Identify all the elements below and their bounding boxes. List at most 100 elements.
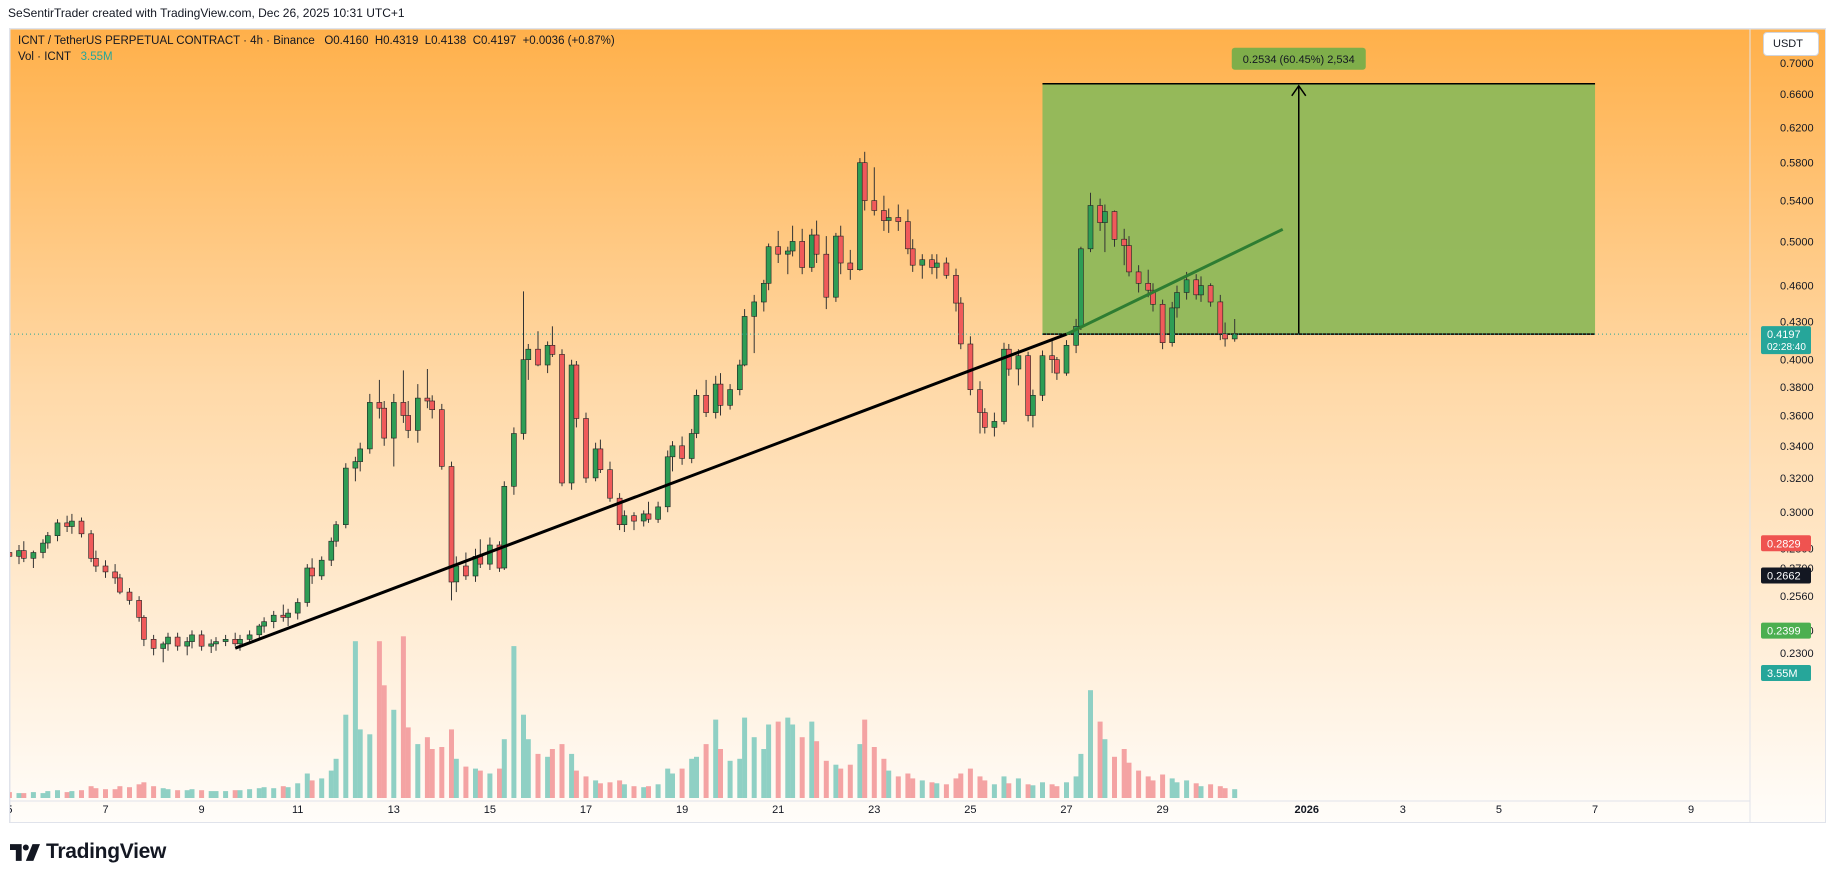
price-tick-label: 0.2560: [1780, 591, 1814, 603]
candle-body: [549, 344, 556, 355]
candle-body: [117, 577, 123, 593]
time-tick-label: 19: [676, 804, 688, 816]
candle-body: [977, 389, 983, 413]
candle-body: [597, 448, 604, 470]
price-tick-label: 0.3200: [1780, 473, 1814, 485]
price-tag-label: 3.55M: [1767, 668, 1798, 680]
candle-body: [453, 565, 460, 583]
volume-bar: [713, 719, 719, 798]
chart-panel[interactable]: 0.2534 (60.45%) 2,534 0.7000 0.6600 0.6200…: [9, 28, 1826, 823]
candle-body: [799, 241, 806, 268]
candle-body: [655, 506, 661, 520]
volume-bar: [367, 734, 373, 798]
candle-body: [1111, 211, 1118, 240]
volume-bar: [1184, 780, 1190, 798]
candle-body: [366, 402, 373, 450]
volume-bar: [415, 744, 421, 798]
candle-body: [640, 513, 647, 522]
volume-bar: [910, 778, 916, 798]
volume-bar: [862, 719, 868, 798]
symbol-title[interactable]: ICNT / TetherUS PERPETUAL CONTRACT · 4h …: [18, 35, 315, 47]
volume-bar: [1078, 753, 1084, 798]
volume-bar: [256, 788, 262, 798]
price-tag-box: [1761, 622, 1811, 639]
volume-bar: [953, 778, 959, 798]
volume-bar: [1160, 774, 1166, 798]
candle-body: [929, 259, 935, 268]
volume-bar: [1025, 784, 1031, 798]
candle-body: [501, 485, 508, 569]
volume-bar: [223, 791, 229, 798]
candle-body: [376, 402, 383, 409]
price-axis[interactable]: 0.7000 0.6600 0.6200 0.5800 0.5400 0.5000 0.46…: [1780, 58, 1814, 660]
candle-body: [232, 638, 238, 645]
volume-bar: [352, 641, 358, 798]
volume-bar: [175, 790, 181, 798]
price-tag-label: 0.2829: [1767, 538, 1801, 550]
volume-bar: [328, 770, 334, 798]
price-tick-label: 0.5800: [1780, 158, 1814, 170]
volume-bar: [670, 773, 675, 798]
volume-legend[interactable]: Vol · ICNT 3.55M: [18, 51, 113, 63]
volume-bar: [790, 724, 796, 798]
candle-body: [688, 433, 695, 459]
candle-body: [717, 383, 724, 406]
candle-body: [150, 638, 157, 649]
volume-bar: [1145, 776, 1151, 798]
candle-body: [1193, 279, 1199, 296]
price-tick-label: 0.4600: [1780, 281, 1814, 293]
volume-bar: [646, 786, 651, 798]
tradingview-logo[interactable]: TradingView: [10, 840, 166, 864]
volume-bar: [1174, 782, 1180, 798]
candle-body: [693, 394, 700, 434]
candle-body: [784, 250, 791, 255]
volume-bar: [535, 753, 541, 798]
candle-body: [280, 614, 287, 618]
candle-body: [1063, 344, 1070, 374]
volume-bar: [232, 790, 238, 798]
time-tick-label: 13: [388, 804, 400, 816]
volume-bar: [477, 770, 483, 798]
time-tick-label: 7: [1592, 804, 1598, 816]
price-chart[interactable]: 0.2534 (60.45%) 2,534 0.7000 0.6600 0.6200…: [10, 29, 1826, 823]
candles: [10, 151, 1238, 663]
candle-body: [54, 522, 61, 536]
candle-body: [78, 520, 85, 535]
candle-body: [765, 246, 772, 284]
volume-bar: [88, 786, 94, 798]
currency-button[interactable]: USDT: [1763, 32, 1819, 56]
time-tick-label: 23: [868, 804, 880, 816]
candle-body: [1159, 303, 1166, 343]
symbol-legend[interactable]: ICNT / TetherUS PERPETUAL CONTRACT · 4h …: [18, 35, 615, 47]
volume-bar: [569, 753, 575, 798]
volume-bar: [295, 783, 301, 798]
volume-bar: [1006, 783, 1012, 798]
volume-bar: [30, 792, 36, 798]
ohlc-open: O0.4160: [324, 35, 369, 47]
price-tag-label: 0.2662: [1767, 571, 1801, 583]
volume-bar: [1121, 749, 1127, 798]
candle-body: [1174, 292, 1180, 309]
time-tick-label: 9: [1688, 804, 1694, 816]
candle-body: [775, 246, 782, 255]
candle-body: [1078, 248, 1084, 327]
volume-bar: [766, 724, 772, 798]
candle-body: [88, 533, 94, 559]
volume-bar: [679, 768, 685, 798]
volume-bar: [343, 714, 349, 798]
volume-bar: [1169, 778, 1175, 798]
candle-body: [438, 409, 445, 467]
candle-body: [833, 235, 839, 298]
candle-body: [885, 217, 892, 221]
volume-bar: [525, 739, 531, 798]
time-tick-label: 29: [1156, 804, 1168, 816]
volume-bar: [511, 646, 517, 798]
volume-bar: [64, 792, 70, 798]
candle-body: [967, 343, 974, 391]
volume-bar: [895, 776, 901, 798]
time-axis[interactable]: 5 7 9 11 13 15 17 19 21 23 25 27 29 2026 3 5 7 9: [10, 804, 1694, 816]
measure-label: 0.2534 (60.45%) 2,534: [1243, 54, 1355, 66]
candle-body: [381, 407, 388, 439]
volume-bar: [934, 783, 940, 798]
candle-body: [333, 524, 339, 542]
